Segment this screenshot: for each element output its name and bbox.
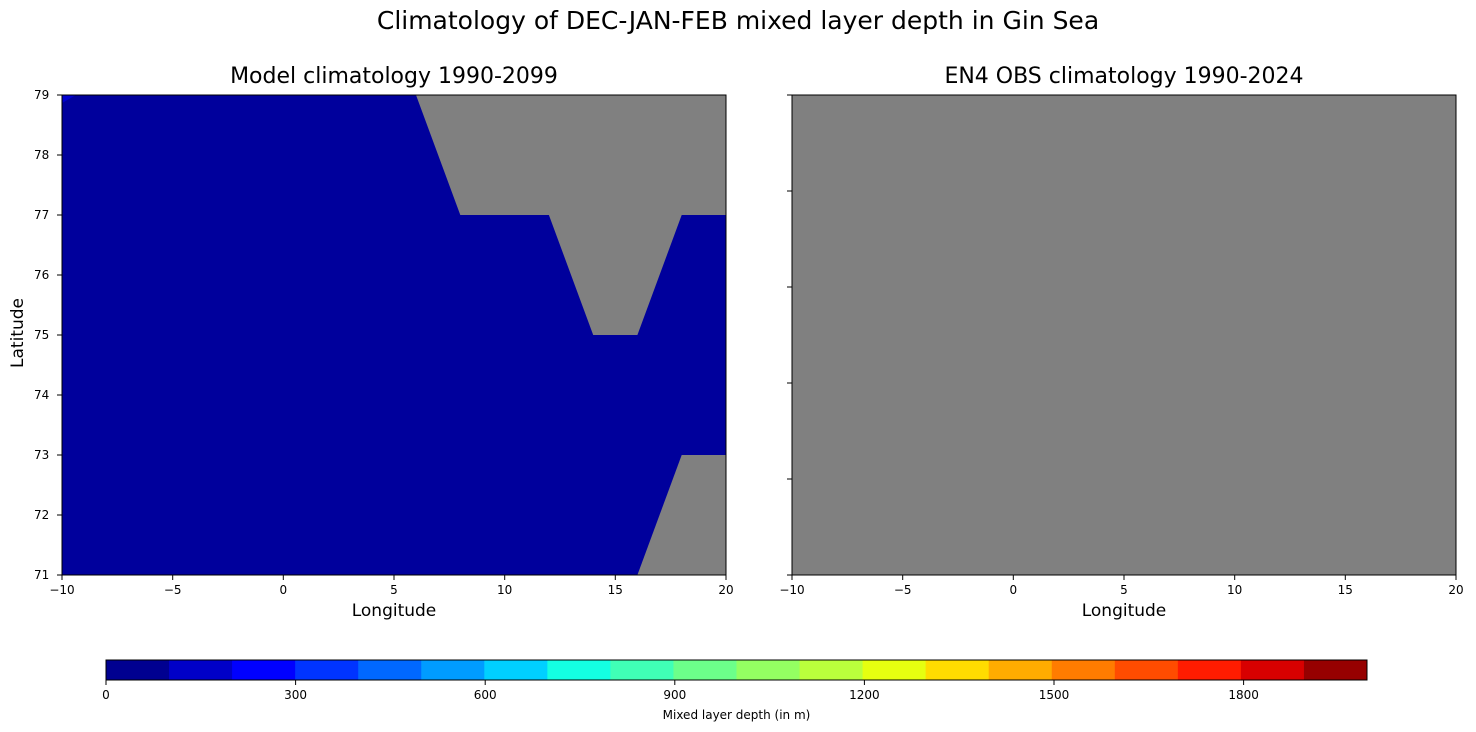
left-xlabel: Longitude	[351, 601, 437, 621]
ytick-label: 74	[34, 388, 50, 402]
colorbar-tick-label: 1800	[1228, 688, 1259, 702]
colorbar-segment	[421, 660, 485, 680]
ytick-label: 75	[34, 328, 50, 342]
colorbar-tick-label: 0	[102, 688, 110, 702]
right-xlabel: Longitude	[1081, 601, 1167, 621]
colorbar-segment	[484, 660, 548, 680]
colorbar-segment	[547, 660, 611, 680]
ytick-label: 72	[34, 508, 50, 522]
xtick-label: −5	[893, 583, 912, 597]
left-panel-title: Model climatology 1990-2099	[230, 64, 558, 89]
colorbar-segment	[358, 660, 422, 680]
colorbar-segment	[610, 660, 674, 680]
xtick-label: −10	[779, 583, 805, 597]
colorbar-segment	[799, 660, 864, 680]
ytick-label: 71	[34, 568, 50, 582]
xtick-label: 0	[279, 583, 288, 597]
colorbar-tick-label: 300	[284, 688, 308, 702]
colorbar-tick-label: 900	[663, 688, 687, 702]
xtick-label: 5	[1120, 583, 1128, 597]
xtick-label: 10	[497, 583, 513, 597]
xtick-label: −10	[49, 583, 75, 597]
colorbar-segment	[232, 660, 296, 680]
colorbar-segment	[1177, 660, 1242, 680]
colorbar-segment	[295, 660, 359, 680]
ytick-label: 79	[34, 88, 50, 102]
colorbar-segment	[169, 660, 233, 680]
xtick-label: 20	[718, 583, 734, 597]
xtick-label: 5	[390, 583, 398, 597]
colorbar-segment	[673, 660, 737, 680]
ytick-label: 78	[34, 148, 50, 162]
masked-region-se	[637, 455, 726, 575]
colorbar-segment	[925, 660, 990, 680]
xtick-label: 15	[607, 583, 623, 597]
right-panel-title: EN4 OBS climatology 1990-2024	[944, 64, 1304, 89]
colorbar	[105, 659, 1368, 681]
ytick-label: 77	[34, 208, 50, 222]
figure-suptitle: Climatology of DEC-JAN-FEB mixed layer d…	[376, 6, 1100, 35]
xtick-label: 10	[1227, 583, 1243, 597]
left-panel-plot	[57, 94, 727, 580]
colorbar-segment	[736, 660, 801, 680]
xtick-label: 0	[1009, 583, 1018, 597]
colorbar-tick-label: 1500	[1038, 688, 1070, 702]
colorbar-segment	[988, 660, 1053, 680]
colorbar-segment	[106, 660, 170, 680]
mld-patch	[62, 95, 76, 103]
colorbar-segment	[1114, 660, 1179, 680]
xtick-label: −5	[163, 583, 182, 597]
masked-region-ne	[416, 95, 726, 335]
colorbar-segment	[1051, 660, 1116, 680]
colorbar-tick-label: 600	[473, 688, 497, 702]
xtick-label: 15	[1337, 583, 1353, 597]
left-ylabel: Latitude	[8, 298, 28, 368]
ytick-label: 76	[34, 268, 50, 282]
xtick-label: 20	[1448, 583, 1464, 597]
colorbar-tick-label: 1200	[849, 688, 880, 702]
colorbar-label: Mixed layer depth (in m)	[662, 708, 811, 722]
colorbar-segment	[1303, 660, 1368, 680]
right-panel-plot	[787, 94, 1457, 580]
colorbar-segment	[1240, 660, 1305, 680]
ytick-label: 73	[34, 448, 50, 462]
colorbar-segment	[862, 660, 927, 680]
